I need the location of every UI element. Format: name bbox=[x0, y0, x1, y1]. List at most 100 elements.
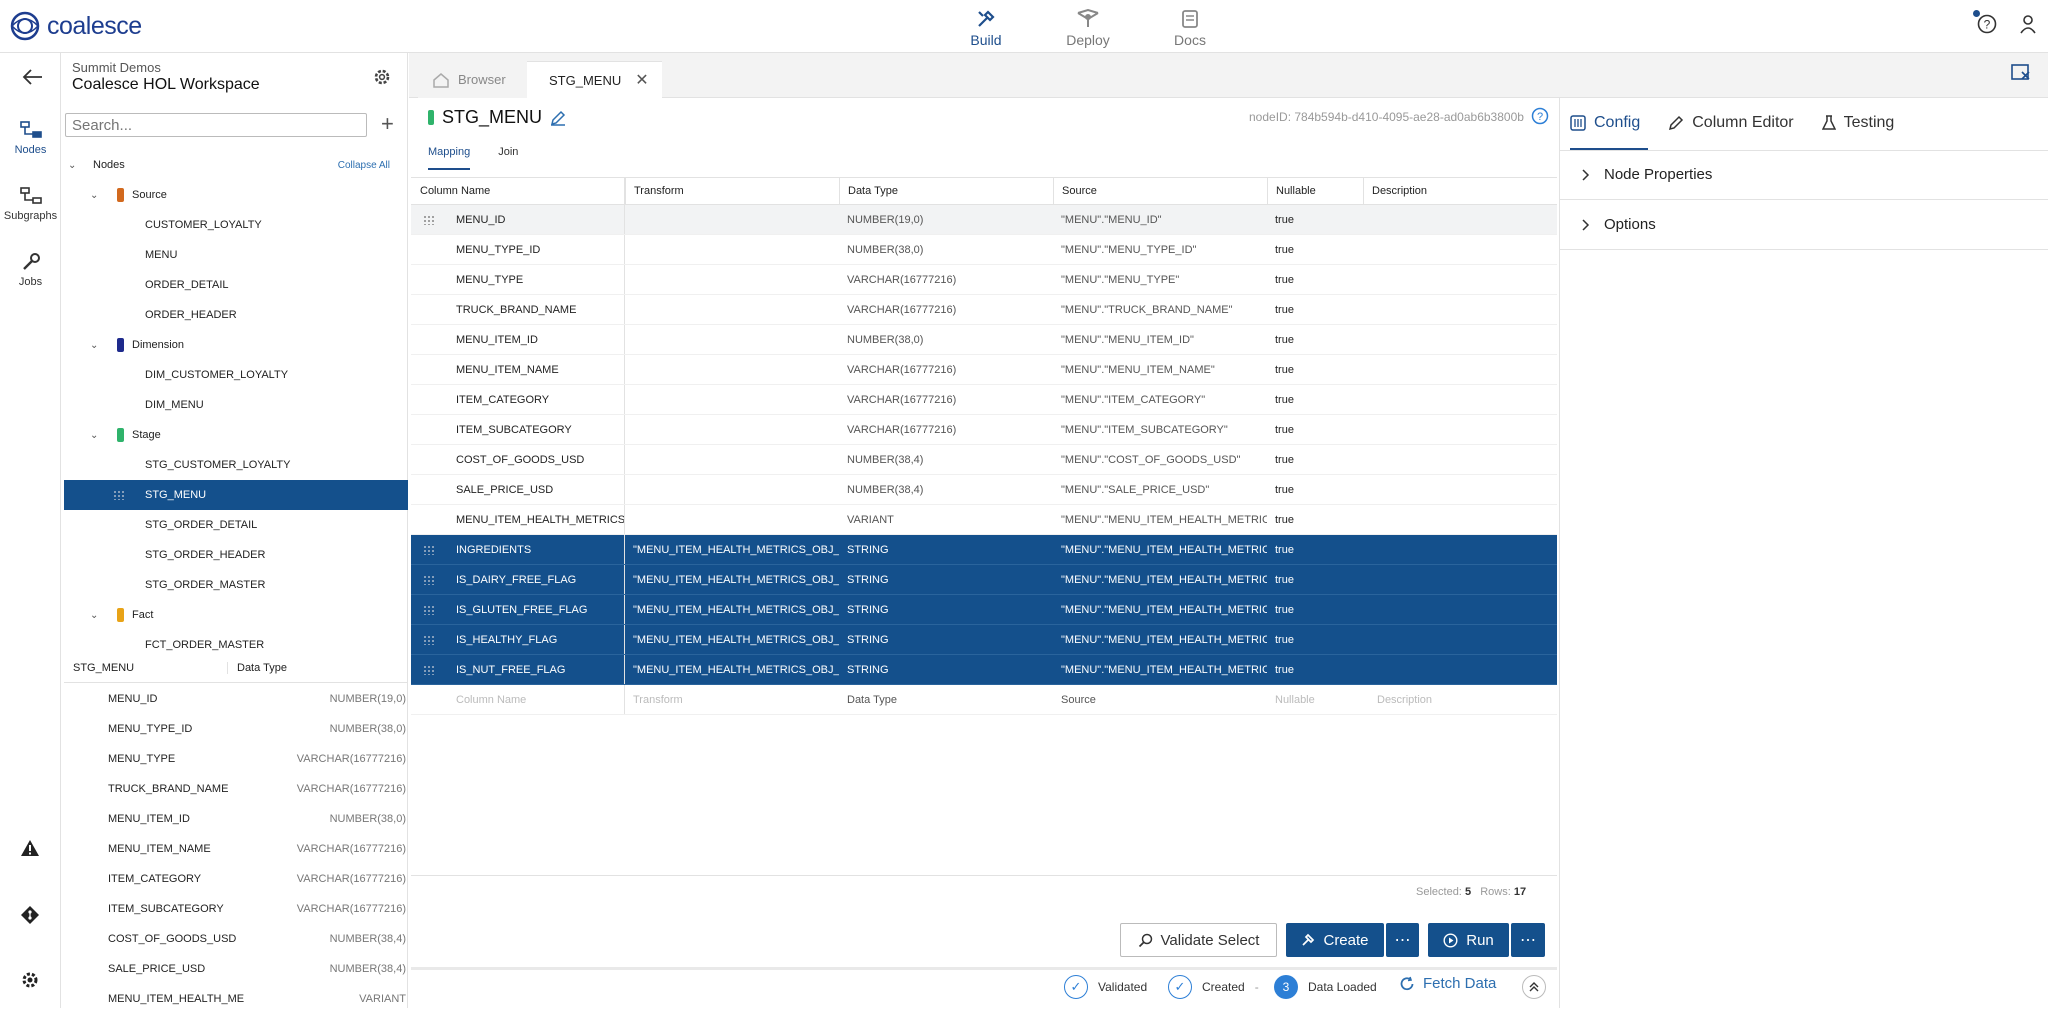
cell-source[interactable]: "MENU"."MENU_ID" bbox=[1061, 213, 1162, 226]
grid-row[interactable]: MENU_ITEM_NAME VARCHAR(16777216) "MENU"."M… bbox=[411, 355, 1557, 385]
ph-transform[interactable]: Transform bbox=[633, 693, 683, 706]
user-icon[interactable] bbox=[2019, 14, 2037, 34]
cell-nullable[interactable]: true bbox=[1275, 543, 1294, 556]
tree-node-item[interactable]: DIM_CUSTOMER_LOYALTY bbox=[64, 360, 408, 390]
column-panel-row[interactable]: MENU_TYPE VARCHAR(16777216) bbox=[64, 744, 408, 774]
tree-node-item[interactable]: MENU bbox=[64, 240, 408, 270]
cell-data-type[interactable]: STRING bbox=[847, 663, 889, 676]
git-icon[interactable] bbox=[20, 905, 40, 925]
tree-group[interactable]: ⌄ Dimension bbox=[64, 330, 408, 360]
cell-data-type[interactable]: STRING bbox=[847, 543, 889, 556]
header-nullable[interactable]: Nullable bbox=[1267, 178, 1363, 204]
cell-column-name[interactable]: TRUCK_BRAND_NAME bbox=[411, 295, 625, 324]
cell-transform[interactable] bbox=[625, 265, 839, 294]
new-column-row[interactable]: Column Name Transform Data Type Source N… bbox=[411, 685, 1557, 715]
cell-column-name[interactable]: IS_NUT_FREE_FLAG bbox=[411, 655, 625, 684]
ph-description[interactable]: Description bbox=[1377, 693, 1433, 706]
cell-source[interactable]: "MENU"."ITEM_SUBCATEGORY" bbox=[1061, 423, 1228, 436]
column-panel-row[interactable]: MENU_ITEM_NAME VARCHAR(16777216) bbox=[64, 834, 408, 864]
tab-browser[interactable]: Browser bbox=[418, 61, 533, 98]
cell-column-name[interactable]: IS_HEALTHY_FLAG bbox=[411, 625, 625, 654]
tree-node-item[interactable]: DIM_MENU bbox=[64, 390, 408, 420]
cell-data-type[interactable]: NUMBER(38,0) bbox=[847, 333, 924, 346]
cell-nullable[interactable]: true bbox=[1275, 423, 1294, 436]
cell-source[interactable]: "MENU"."MENU_ITEM_HEALTH_METRICS_C bbox=[1061, 573, 1267, 586]
cell-data-type[interactable]: VARCHAR(16777216) bbox=[847, 303, 957, 316]
cell-data-type[interactable]: NUMBER(38,0) bbox=[847, 243, 924, 256]
drag-handle-icon[interactable] bbox=[423, 665, 435, 675]
drag-handle-icon[interactable] bbox=[423, 605, 435, 615]
cell-source[interactable]: "MENU"."MENU_ITEM_ID" bbox=[1061, 333, 1194, 346]
tree-node-item[interactable]: STG_ORDER_DETAIL bbox=[64, 510, 408, 540]
cell-nullable[interactable]: true bbox=[1275, 453, 1294, 466]
ph-nullable[interactable]: Nullable bbox=[1275, 693, 1315, 706]
grid-row[interactable]: ITEM_CATEGORY VARCHAR(16777216) "MENU"."IT… bbox=[411, 385, 1557, 415]
coalesce-logo[interactable]: coalesce bbox=[9, 10, 142, 42]
cell-source[interactable]: "MENU"."ITEM_CATEGORY" bbox=[1061, 393, 1206, 406]
cell-source[interactable]: "MENU"."MENU_ITEM_HEALTH_METRICS_C bbox=[1061, 513, 1267, 526]
cell-transform[interactable] bbox=[625, 235, 839, 264]
cell-source[interactable]: "MENU"."MENU_TYPE" bbox=[1061, 273, 1180, 286]
search-input[interactable] bbox=[65, 113, 367, 137]
cell-transform[interactable] bbox=[625, 385, 839, 414]
rail-subgraphs[interactable]: Subgraphs bbox=[0, 186, 61, 222]
cell-nullable[interactable]: true bbox=[1275, 663, 1294, 676]
cell-source[interactable]: "MENU"."COST_OF_GOODS_USD" bbox=[1061, 453, 1241, 466]
cell-column-name[interactable]: MENU_ID bbox=[411, 205, 625, 234]
cell-transform[interactable] bbox=[625, 505, 839, 534]
cell-data-type[interactable]: VARCHAR(16777216) bbox=[847, 363, 957, 376]
cell-source[interactable]: "MENU"."MENU_ITEM_HEALTH_METRICS_C bbox=[1061, 663, 1267, 676]
rail-nodes[interactable]: Nodes bbox=[0, 120, 61, 156]
chevron-down-icon[interactable]: ⌄ bbox=[90, 609, 99, 621]
add-node-button[interactable]: + bbox=[381, 111, 394, 136]
cell-column-name[interactable]: MENU_TYPE_ID bbox=[411, 235, 625, 264]
tree-node-item[interactable]: ORDER_HEADER bbox=[64, 300, 408, 330]
drag-handle-icon[interactable] bbox=[423, 575, 435, 585]
tab-testing[interactable]: Testing bbox=[1821, 114, 1894, 140]
cell-transform[interactable] bbox=[625, 355, 839, 384]
warning-icon[interactable] bbox=[20, 839, 40, 857]
cell-data-type[interactable]: STRING bbox=[847, 633, 889, 646]
column-panel-row[interactable]: ITEM_SUBCATEGORY VARCHAR(16777216) bbox=[64, 894, 408, 924]
workspace-name[interactable]: Coalesce HOL Workspace bbox=[72, 76, 260, 93]
header-column-name[interactable]: Column Name bbox=[411, 178, 625, 204]
run-button[interactable]: Run bbox=[1428, 923, 1509, 957]
panel-toggle-icon[interactable] bbox=[2011, 64, 2031, 82]
chevron-down-icon[interactable]: ⌄ bbox=[90, 429, 99, 441]
cell-nullable[interactable]: true bbox=[1275, 573, 1294, 586]
drag-handle-icon[interactable] bbox=[113, 490, 125, 500]
accordion-options[interactable]: Options bbox=[1560, 200, 2048, 250]
grid-row[interactable]: IS_DAIRY_FREE_FLAG "MENU_ITEM_HEALTH_METR… bbox=[411, 565, 1557, 595]
cell-source[interactable]: "MENU"."MENU_ITEM_HEALTH_METRICS_C bbox=[1061, 543, 1267, 556]
tab-config[interactable]: Config bbox=[1570, 114, 1640, 140]
column-panel-row[interactable]: ITEM_CATEGORY VARCHAR(16777216) bbox=[64, 864, 408, 894]
cell-transform[interactable] bbox=[625, 325, 839, 354]
grid-row[interactable]: MENU_ID NUMBER(19,0) "MENU"."MENU_ID" true bbox=[411, 205, 1557, 235]
cell-data-type[interactable]: VARCHAR(16777216) bbox=[847, 273, 957, 286]
header-data-type[interactable]: Data Type bbox=[839, 178, 1053, 204]
cell-transform[interactable]: "MENU_ITEM_HEALTH_METRICS_OBJ_me bbox=[633, 603, 839, 616]
tree-node-item[interactable]: STG_MENU bbox=[64, 480, 408, 510]
topnav-docs[interactable]: Docs bbox=[1139, 4, 1241, 50]
grid-row[interactable]: MENU_TYPE_ID NUMBER(38,0) "MENU"."MENU_TYP… bbox=[411, 235, 1557, 265]
column-panel-row[interactable]: MENU_ITEM_HEALTH_ME VARIANT bbox=[64, 984, 408, 1014]
cell-column-name[interactable]: MENU_ITEM_ID bbox=[411, 325, 625, 354]
cell-transform[interactable] bbox=[625, 415, 839, 444]
cell-source[interactable]: "MENU"."TRUCK_BRAND_NAME" bbox=[1061, 303, 1233, 316]
grid-row[interactable]: COST_OF_GOODS_USD NUMBER(38,4) "MENU"."COS… bbox=[411, 445, 1557, 475]
chevron-down-icon[interactable]: ⌄ bbox=[68, 159, 77, 171]
cell-transform[interactable] bbox=[625, 445, 839, 474]
cell-source[interactable]: "MENU"."SALE_PRICE_USD" bbox=[1061, 483, 1210, 496]
tab-stg-menu[interactable]: STG_MENU ✕ bbox=[527, 61, 662, 98]
header-source[interactable]: Source bbox=[1053, 178, 1267, 204]
column-panel-row[interactable]: MENU_ID NUMBER(19,0) bbox=[64, 684, 408, 714]
chevron-down-icon[interactable]: ⌄ bbox=[90, 189, 99, 201]
drag-handle-icon[interactable] bbox=[423, 635, 435, 645]
ph-data-type[interactable]: Data Type bbox=[847, 693, 897, 706]
cell-nullable[interactable]: true bbox=[1275, 333, 1294, 346]
cell-data-type[interactable]: STRING bbox=[847, 573, 889, 586]
tree-node-item[interactable]: FCT_ORDER_MASTER bbox=[64, 630, 408, 660]
create-more-button[interactable]: ⋯ bbox=[1386, 923, 1419, 957]
topnav-deploy[interactable]: Deploy bbox=[1037, 4, 1139, 50]
subtab-join[interactable]: Join bbox=[498, 146, 519, 158]
